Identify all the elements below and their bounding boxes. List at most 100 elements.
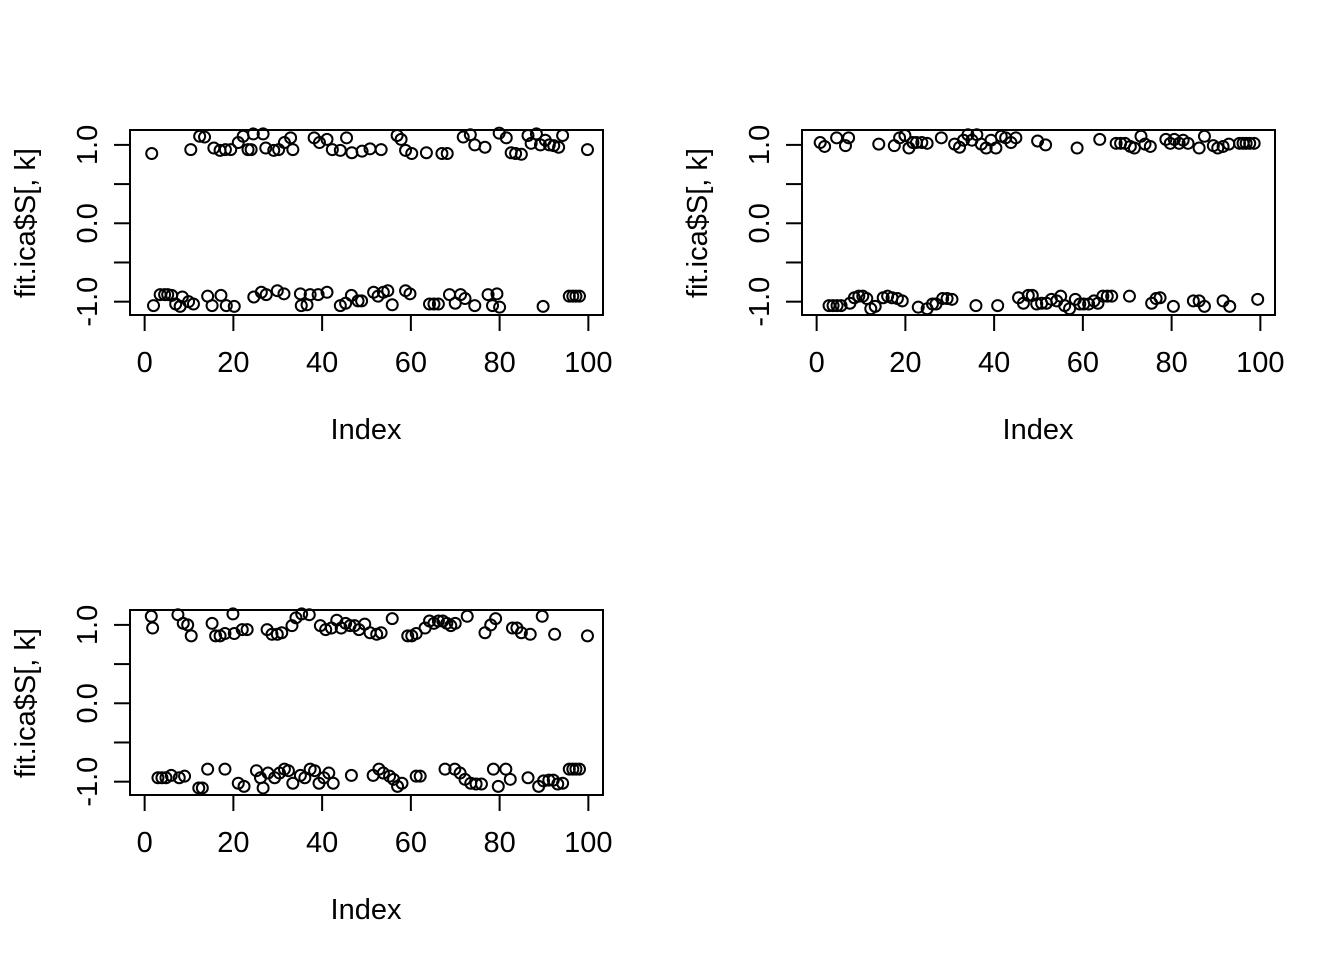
data-point	[295, 607, 309, 621]
y-tick-label: -1.0	[72, 277, 104, 327]
data-point	[302, 608, 316, 622]
x-axis-title: Index	[330, 894, 402, 926]
data-point	[405, 147, 419, 161]
data-point	[945, 292, 959, 306]
x-tick-label: 40	[306, 827, 338, 859]
scatter-plot-canvas-2: 0 20 40 60 80 100 -1.0 0.0 1.0	[744, 125, 1285, 379]
data-point	[340, 131, 354, 145]
data-point	[256, 127, 270, 141]
data-point	[219, 299, 233, 313]
data-point	[308, 764, 322, 778]
data-point	[1181, 136, 1195, 150]
data-point	[521, 771, 535, 785]
data-point	[934, 131, 948, 145]
data-point	[355, 294, 369, 308]
data-point	[256, 781, 270, 795]
data-point	[333, 143, 347, 157]
data-point	[195, 781, 209, 795]
data-point	[294, 299, 308, 313]
data-point	[198, 130, 212, 144]
data-point	[458, 292, 472, 306]
data-point	[868, 299, 882, 313]
data-point	[448, 616, 462, 630]
x-tick-label: 60	[1067, 347, 1099, 379]
data-point	[818, 139, 832, 153]
data-point	[214, 288, 228, 302]
data-point	[281, 764, 295, 778]
data-point	[1247, 136, 1261, 150]
data-point	[552, 140, 566, 154]
data-point	[1197, 129, 1211, 143]
data-point	[277, 287, 291, 301]
data-point	[184, 143, 198, 157]
x-tick-label: 20	[889, 347, 921, 379]
x-tick-label: 20	[217, 827, 249, 859]
data-point	[286, 776, 300, 790]
data-point	[401, 629, 415, 643]
data-point	[209, 629, 223, 643]
data-point	[385, 612, 399, 626]
data-point	[1153, 291, 1167, 305]
y-tick-label: -1.0	[744, 277, 776, 327]
data-point	[385, 298, 399, 312]
data-point	[193, 129, 207, 143]
data-point	[184, 629, 198, 643]
data-point	[898, 128, 912, 142]
plot-panel-4-empty	[672, 480, 1344, 960]
y-tick-label: 1.0	[744, 125, 776, 165]
data-point	[1186, 294, 1200, 308]
data-point	[1243, 136, 1257, 150]
data-point	[1192, 141, 1206, 155]
data-point	[852, 289, 866, 303]
plot-frame	[129, 129, 604, 316]
data-point	[326, 776, 340, 790]
data-point	[374, 626, 388, 640]
x-tick-label: 0	[137, 827, 153, 859]
data-point	[376, 766, 390, 780]
data-point	[478, 140, 492, 154]
data-point	[524, 136, 538, 150]
data-point	[440, 147, 454, 161]
data-point	[240, 623, 254, 637]
plot-panel-2: 0 20 40 60 80 100 -1.0 0.0 1.0 Index fit.ica$S[,…	[672, 0, 1344, 480]
scatter-plot-canvas-3: 0 20 40 60 80 100 -1.0 0.0 1.0	[72, 605, 613, 859]
data-point	[270, 284, 284, 298]
data-point	[872, 137, 886, 151]
data-point	[147, 299, 161, 313]
y-axis-title: fit.ica$S[, k]	[10, 628, 42, 778]
x-tick-label: 100	[564, 347, 612, 379]
data-point	[399, 143, 413, 157]
data-point	[920, 136, 934, 150]
data-point	[146, 621, 160, 635]
data-point	[1039, 138, 1053, 152]
data-point	[991, 299, 1005, 313]
data-point	[514, 626, 528, 640]
data-point	[1109, 136, 1123, 150]
data-point	[580, 143, 594, 157]
data-point	[468, 299, 482, 313]
data-point	[178, 769, 192, 783]
data-point	[572, 762, 586, 776]
data-point	[403, 287, 417, 301]
data-point	[325, 143, 339, 157]
x-tick-label: 40	[306, 347, 338, 379]
data-point	[312, 136, 326, 150]
data-point	[556, 128, 570, 142]
data-point	[572, 289, 586, 303]
x-tick-label: 100	[1236, 347, 1284, 379]
data-point	[235, 623, 249, 637]
plot-panel-3: 0 20 40 60 80 100 -1.0 0.0 1.0 Index fit.ica$S[,…	[0, 480, 672, 960]
data-point	[1223, 299, 1237, 313]
data-point	[374, 143, 388, 157]
data-point	[409, 769, 423, 783]
x-tick-label: 40	[978, 347, 1010, 379]
data-point	[284, 131, 298, 145]
data-point	[551, 777, 565, 791]
data-point	[834, 299, 848, 313]
data-point	[478, 626, 492, 640]
data-point	[431, 614, 445, 628]
data-point	[1143, 139, 1157, 153]
scatter-plot-canvas-1: 0 20 40 60 80 100 -1.0 0.0 1.0	[72, 125, 613, 379]
x-axis-title: Index	[330, 414, 402, 446]
